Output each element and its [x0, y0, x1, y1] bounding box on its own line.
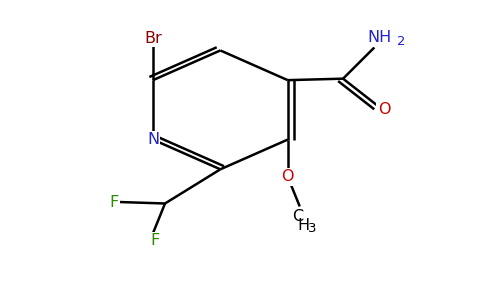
Text: NH: NH — [367, 30, 391, 45]
Text: F: F — [151, 233, 160, 248]
Text: O: O — [378, 102, 390, 117]
Text: F: F — [110, 194, 119, 209]
Text: 2: 2 — [396, 35, 405, 48]
Text: N: N — [147, 132, 159, 147]
Text: H: H — [298, 218, 310, 233]
Text: O: O — [282, 169, 294, 184]
Text: 3: 3 — [307, 222, 316, 235]
Text: Br: Br — [144, 31, 162, 46]
Text: C: C — [292, 209, 303, 224]
